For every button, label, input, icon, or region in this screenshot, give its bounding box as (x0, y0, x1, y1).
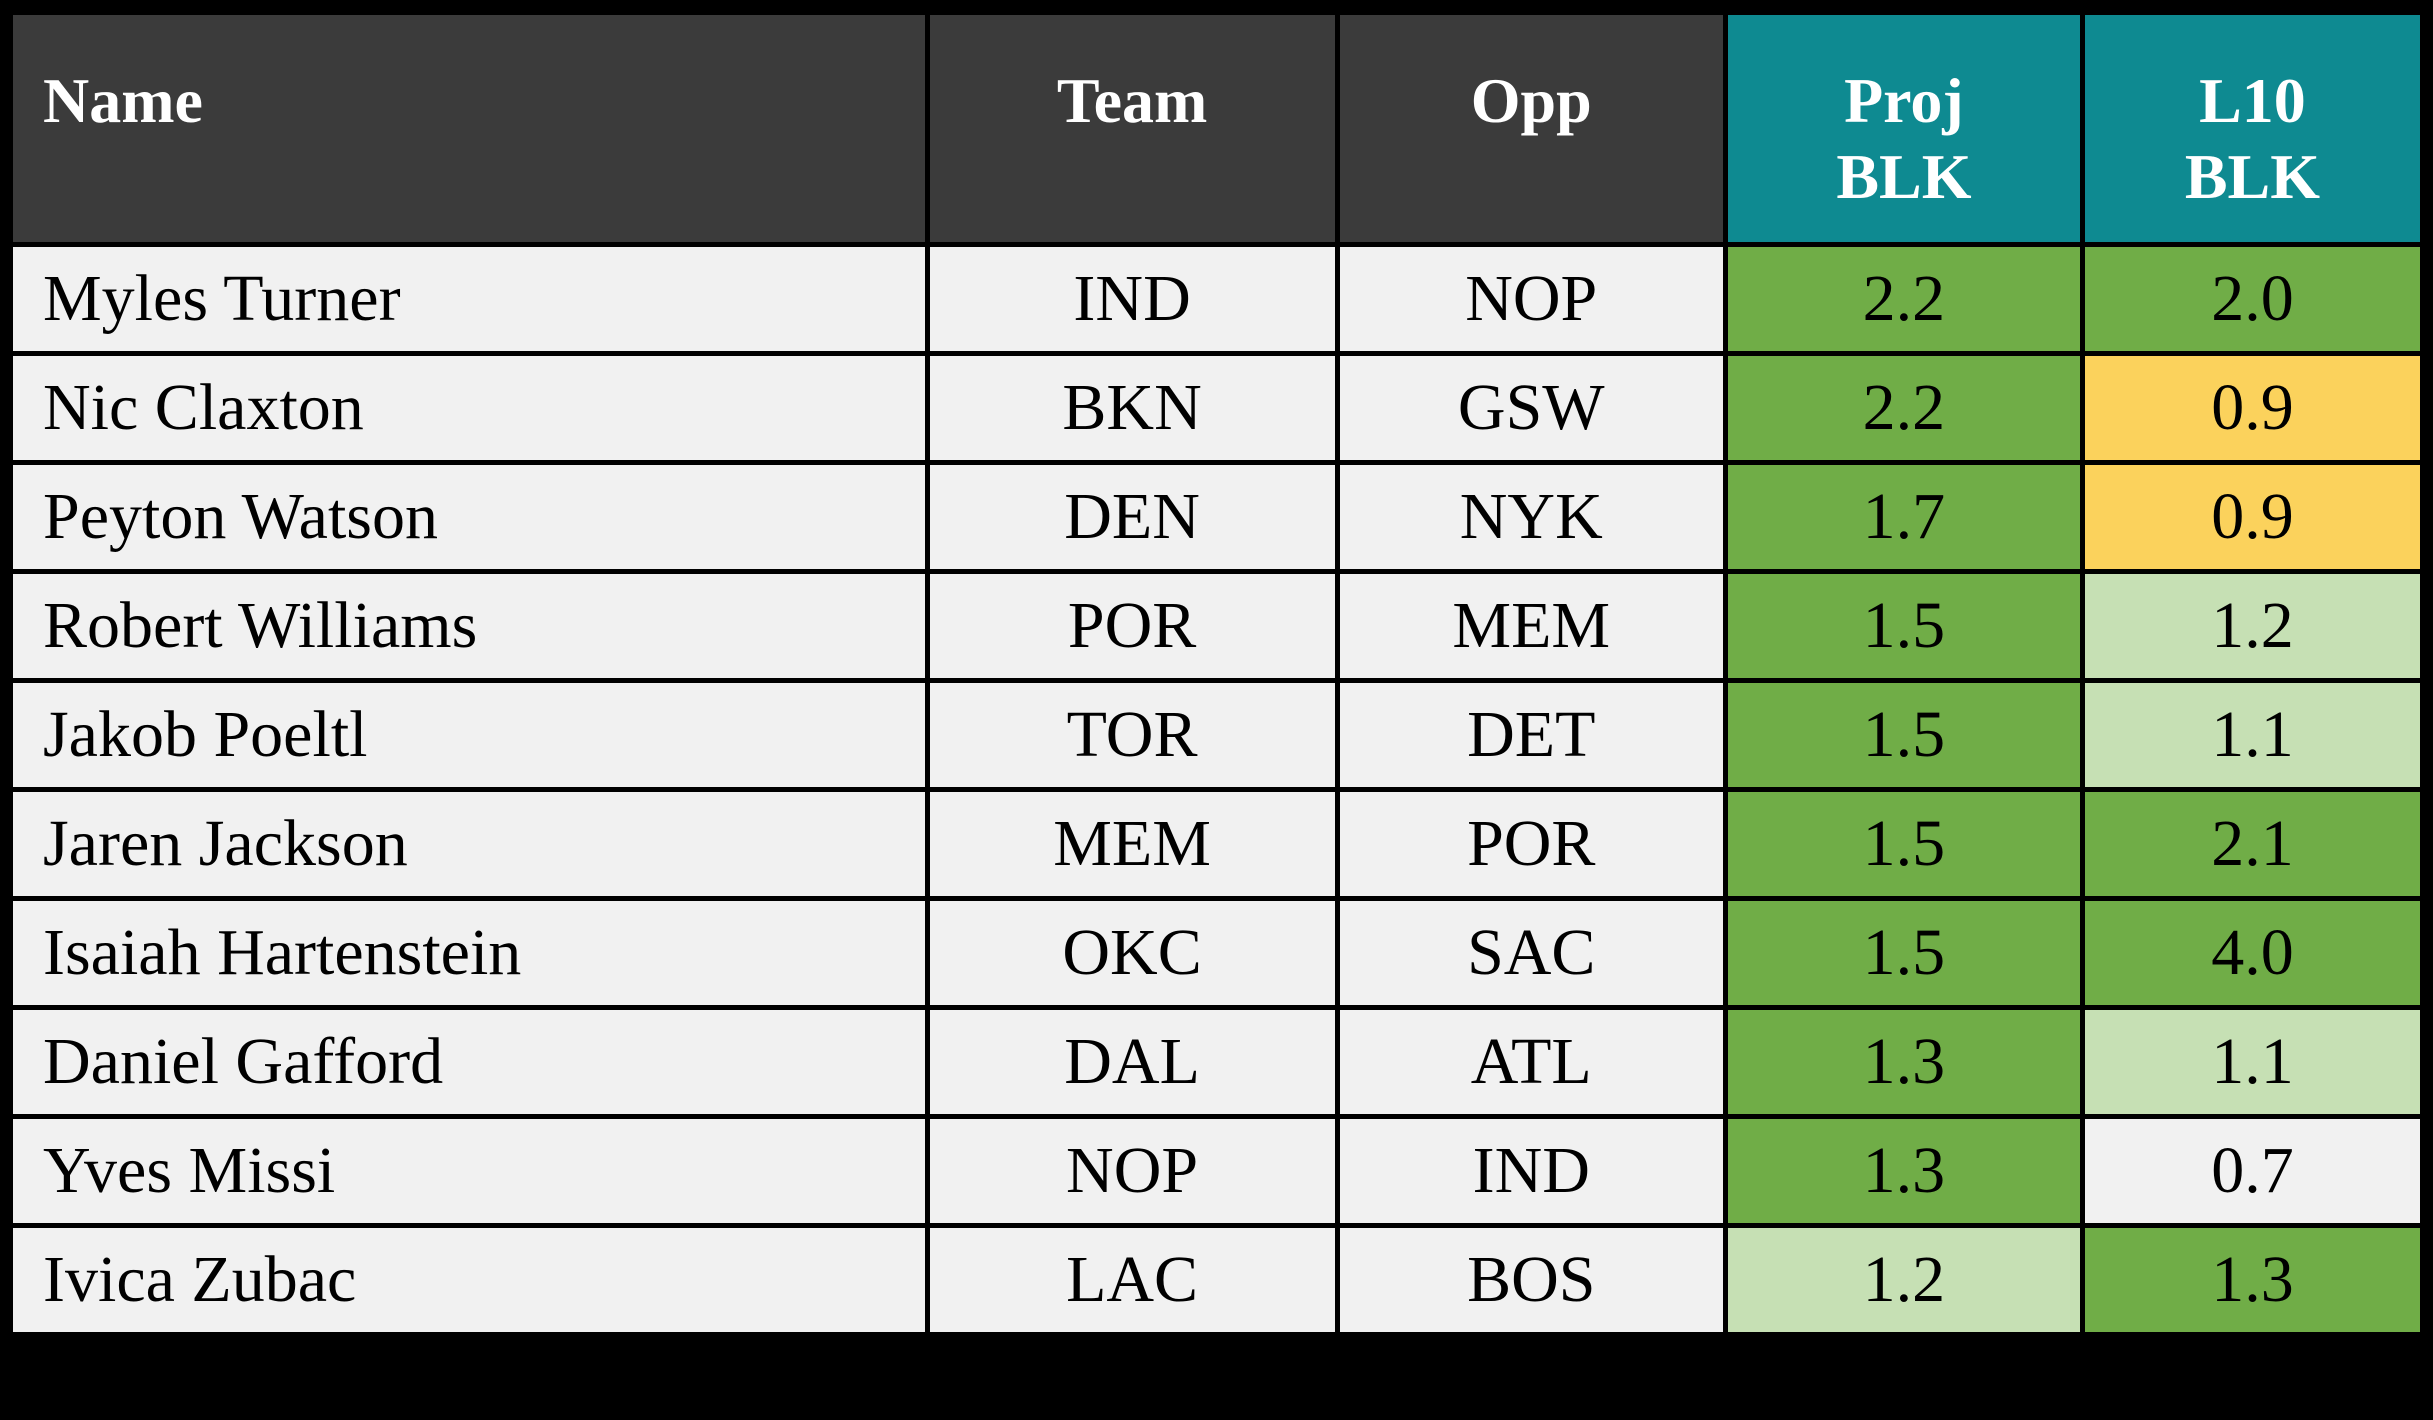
team-cell: BKN (924, 351, 1340, 465)
player-name-cell: Ivica Zubac (8, 1223, 930, 1337)
column-header-proj-blk: Proj BLK (1722, 10, 2085, 247)
team-cell: DEN (924, 460, 1340, 574)
proj-blk-cell: 1.5 (1722, 569, 2085, 683)
player-name-cell: Robert Williams (8, 569, 930, 683)
proj-blk-cell: 1.5 (1722, 896, 2085, 1010)
l10-blk-cell: 1.1 (2079, 678, 2426, 792)
proj-blk-cell: 1.3 (1722, 1005, 2085, 1119)
table-row: Isaiah Hartenstein OKC SAC 1.5 4.0 (8, 896, 2426, 1010)
l10-blk-cell: 1.2 (2079, 569, 2426, 683)
l10-blk-cell: 0.7 (2079, 1114, 2426, 1228)
proj-blk-cell: 2.2 (1722, 351, 2085, 465)
opp-cell: DET (1334, 678, 1728, 792)
l10-blk-cell: 1.3 (2079, 1223, 2426, 1337)
proj-blk-cell: 2.2 (1722, 242, 2085, 356)
proj-blk-cell: 1.5 (1722, 678, 2085, 792)
opp-cell: IND (1334, 1114, 1728, 1228)
opp-cell: GSW (1334, 351, 1728, 465)
l10-blk-cell: 2.1 (2079, 787, 2426, 901)
column-header-team: Team (924, 10, 1340, 247)
l10-blk-cell: 2.0 (2079, 242, 2426, 356)
table-row: Jakob Poeltl TOR DET 1.5 1.1 (8, 678, 2426, 792)
player-name-cell: Peyton Watson (8, 460, 930, 574)
team-cell: MEM (924, 787, 1340, 901)
player-name-cell: Jaren Jackson (8, 787, 930, 901)
table-row: Daniel Gafford DAL ATL 1.3 1.1 (8, 1005, 2426, 1119)
blocks-projection-table: Name Team Opp Proj BLK L10 BLK Myles Tur… (8, 10, 2426, 1337)
opp-cell: ATL (1334, 1005, 1728, 1119)
team-cell: NOP (924, 1114, 1340, 1228)
l10-blk-cell: 0.9 (2079, 460, 2426, 574)
table-row: Robert Williams POR MEM 1.5 1.2 (8, 569, 2426, 683)
player-name-cell: Daniel Gafford (8, 1005, 930, 1119)
team-cell: TOR (924, 678, 1340, 792)
opp-cell: POR (1334, 787, 1728, 901)
player-name-cell: Nic Claxton (8, 351, 930, 465)
player-name-cell: Yves Missi (8, 1114, 930, 1228)
player-name-cell: Myles Turner (8, 242, 930, 356)
header-row: Name Team Opp Proj BLK L10 BLK (8, 10, 2426, 247)
table-row: Peyton Watson DEN NYK 1.7 0.9 (8, 460, 2426, 574)
proj-blk-cell: 1.5 (1722, 787, 2085, 901)
player-name-cell: Jakob Poeltl (8, 678, 930, 792)
opp-cell: MEM (1334, 569, 1728, 683)
team-cell: POR (924, 569, 1340, 683)
team-cell: DAL (924, 1005, 1340, 1119)
l10-blk-cell: 1.1 (2079, 1005, 2426, 1119)
table-row: Nic Claxton BKN GSW 2.2 0.9 (8, 351, 2426, 465)
team-cell: IND (924, 242, 1340, 356)
table-row: Yves Missi NOP IND 1.3 0.7 (8, 1114, 2426, 1228)
l10-blk-cell: 0.9 (2079, 351, 2426, 465)
l10-blk-cell: 4.0 (2079, 896, 2426, 1010)
column-header-l10-blk: L10 BLK (2079, 10, 2426, 247)
proj-blk-cell: 1.2 (1722, 1223, 2085, 1337)
table-row: Jaren Jackson MEM POR 1.5 2.1 (8, 787, 2426, 901)
proj-blk-cell: 1.7 (1722, 460, 2085, 574)
table-row: Ivica Zubac LAC BOS 1.2 1.3 (8, 1223, 2426, 1337)
opp-cell: NOP (1334, 242, 1728, 356)
opp-cell: SAC (1334, 896, 1728, 1010)
column-header-name: Name (8, 10, 930, 247)
player-name-cell: Isaiah Hartenstein (8, 896, 930, 1010)
column-header-opp: Opp (1334, 10, 1728, 247)
proj-blk-cell: 1.3 (1722, 1114, 2085, 1228)
opp-cell: NYK (1334, 460, 1728, 574)
table-row: Myles Turner IND NOP 2.2 2.0 (8, 242, 2426, 356)
team-cell: LAC (924, 1223, 1340, 1337)
team-cell: OKC (924, 896, 1340, 1010)
opp-cell: BOS (1334, 1223, 1728, 1337)
